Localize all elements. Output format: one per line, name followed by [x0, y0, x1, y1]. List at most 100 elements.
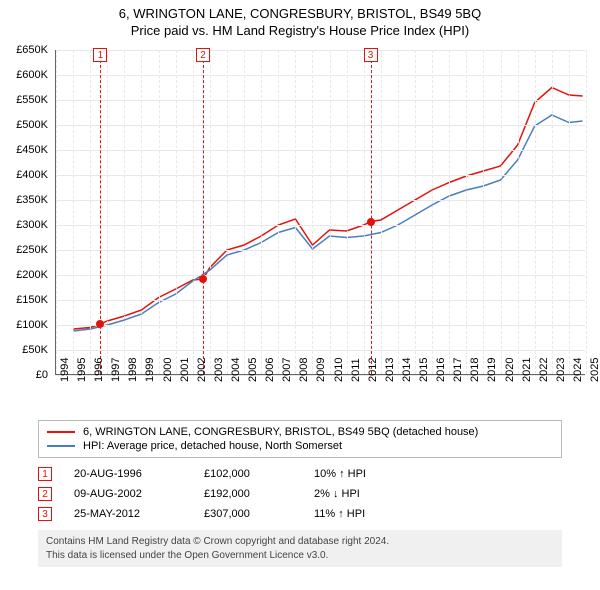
- y-axis-label: £500K: [16, 119, 48, 131]
- x-axis-label: 2023: [555, 358, 567, 382]
- y-axis-label: £400K: [16, 169, 48, 181]
- x-axis-label: 1997: [110, 358, 122, 382]
- x-axis-label: 2012: [367, 358, 379, 382]
- event-row: 209-AUG-2002£192,0002% ↓ HPI: [38, 484, 562, 504]
- y-axis-label: £0: [36, 369, 48, 381]
- x-axis-label: 2021: [521, 358, 533, 382]
- x-axis-label: 1999: [144, 358, 156, 382]
- gridline-v: [552, 50, 553, 374]
- event-badge: 3: [38, 507, 52, 521]
- event-diff: 11% ↑ HPI: [314, 508, 365, 520]
- x-axis-label: 2005: [247, 358, 259, 382]
- gridline-h: [56, 50, 585, 51]
- legend: 6, WRINGTON LANE, CONGRESBURY, BRISTOL, …: [38, 420, 562, 458]
- chart-title-block: 6, WRINGTON LANE, CONGRESBURY, BRISTOL, …: [0, 0, 600, 42]
- gridline-v: [466, 50, 467, 374]
- gridline-v: [569, 50, 570, 374]
- gridline-h: [56, 200, 585, 201]
- x-axis-label: 2007: [281, 358, 293, 382]
- legend-item: 6, WRINGTON LANE, CONGRESBURY, BRISTOL, …: [47, 425, 553, 439]
- gridline-v: [449, 50, 450, 374]
- gridline-v: [415, 50, 416, 374]
- footer-attribution: Contains HM Land Registry data © Crown c…: [38, 530, 562, 567]
- x-axis-label: 2020: [504, 358, 516, 382]
- gridline-v: [193, 50, 194, 374]
- gridline-h: [56, 250, 585, 251]
- x-axis-label: 2013: [384, 358, 396, 382]
- title-subtitle: Price paid vs. HM Land Registry's House …: [0, 23, 600, 38]
- gridline-v: [73, 50, 74, 374]
- y-axis-label: £250K: [16, 244, 48, 256]
- marker-line: [203, 50, 204, 374]
- footer-line: Contains HM Land Registry data © Crown c…: [46, 535, 554, 549]
- marker-dot: [199, 275, 207, 283]
- event-price: £192,000: [204, 488, 314, 500]
- y-axis-label: £600K: [16, 69, 48, 81]
- gridline-v: [347, 50, 348, 374]
- event-price: £307,000: [204, 508, 314, 520]
- gridline-h: [56, 225, 585, 226]
- gridline-h: [56, 175, 585, 176]
- gridline-v: [176, 50, 177, 374]
- y-axis-label: £300K: [16, 219, 48, 231]
- gridline-v: [90, 50, 91, 374]
- events-table: 120-AUG-1996£102,00010% ↑ HPI209-AUG-200…: [38, 464, 562, 524]
- chart-lines-svg: [56, 50, 586, 375]
- x-axis-label: 2011: [350, 358, 362, 382]
- gridline-v: [244, 50, 245, 374]
- event-badge: 1: [38, 467, 52, 481]
- x-axis-label: 2009: [315, 358, 327, 382]
- x-axis-label: 2015: [418, 358, 430, 382]
- x-axis-label: 2002: [196, 358, 208, 382]
- gridline-v: [312, 50, 313, 374]
- x-axis-label: 2016: [435, 358, 447, 382]
- y-axis-label: £50K: [22, 344, 48, 356]
- footer-line: This data is licensed under the Open Gov…: [46, 549, 554, 563]
- gridline-v: [330, 50, 331, 374]
- gridline-v: [107, 50, 108, 374]
- x-axis-label: 2010: [333, 358, 345, 382]
- gridline-v: [535, 50, 536, 374]
- event-date: 25-MAY-2012: [74, 508, 204, 520]
- gridline-h: [56, 275, 585, 276]
- gridline-v: [56, 50, 57, 374]
- legend-label: 6, WRINGTON LANE, CONGRESBURY, BRISTOL, …: [83, 426, 478, 438]
- event-row: 3 25-MAY-2012£307,00011% ↑ HPI: [38, 504, 562, 524]
- gridline-v: [227, 50, 228, 374]
- chart-area: 123 £0£50K£100K£150K£200K£250K£300K£350K…: [0, 42, 600, 412]
- event-date: 09-AUG-2002: [74, 488, 204, 500]
- marker-dot: [96, 320, 104, 328]
- x-axis-label: 1998: [127, 358, 139, 382]
- x-axis-label: 2003: [213, 358, 225, 382]
- y-axis-label: £100K: [16, 319, 48, 331]
- y-axis-label: £200K: [16, 269, 48, 281]
- gridline-v: [124, 50, 125, 374]
- series-line-price_paid: [73, 88, 582, 330]
- event-row: 120-AUG-1996£102,00010% ↑ HPI: [38, 464, 562, 484]
- marker-badge: 1: [93, 48, 107, 62]
- gridline-v: [295, 50, 296, 374]
- x-axis-label: 2000: [162, 358, 174, 382]
- gridline-v: [398, 50, 399, 374]
- x-axis-label: 1995: [76, 358, 88, 382]
- x-axis-label: 1996: [93, 358, 105, 382]
- gridline-h: [56, 100, 585, 101]
- series-line-hpi: [73, 115, 582, 331]
- gridline-v: [364, 50, 365, 374]
- gridline-v: [261, 50, 262, 374]
- gridline-v: [518, 50, 519, 374]
- y-axis-label: £550K: [16, 94, 48, 106]
- x-axis-label: 2019: [486, 358, 498, 382]
- y-axis-label: £150K: [16, 294, 48, 306]
- x-axis-label: 2006: [264, 358, 276, 382]
- gridline-h: [56, 125, 585, 126]
- y-axis-label: £350K: [16, 194, 48, 206]
- gridline-v: [141, 50, 142, 374]
- marker-dot: [367, 218, 375, 226]
- legend-swatch: [47, 431, 75, 433]
- gridline-h: [56, 75, 585, 76]
- x-axis-label: 2024: [572, 358, 584, 382]
- event-diff: 2% ↓ HPI: [314, 488, 360, 500]
- x-axis-label: 2025: [589, 358, 600, 382]
- gridline-v: [501, 50, 502, 374]
